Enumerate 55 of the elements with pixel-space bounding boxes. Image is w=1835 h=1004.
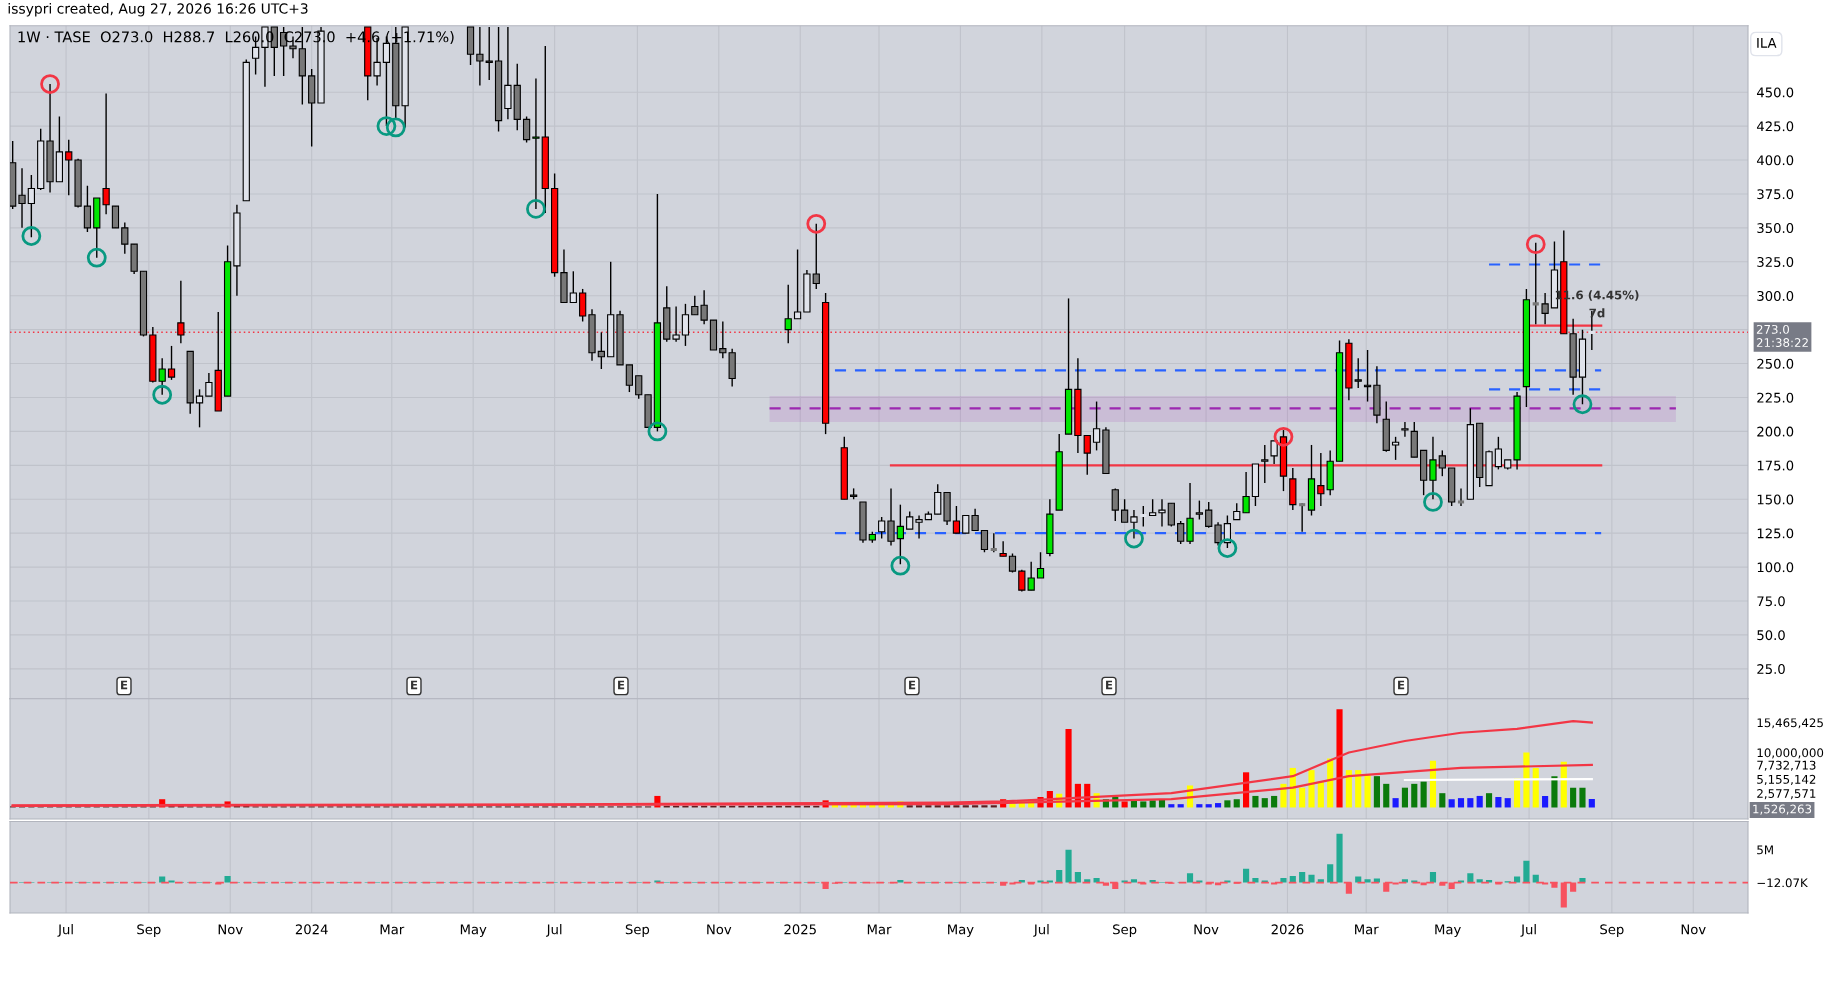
y-tick-label: 5M (1757, 845, 1773, 855)
x-tick-label: Jul (1033, 924, 1049, 937)
annotation: E (1106, 680, 1113, 690)
chart-subtitle: issypri created, Aug 27, 2026 16:26 UTC+3 (8, 3, 308, 17)
x-tick-label: Sep (625, 924, 650, 937)
text: 273.0 21:38:22 (1756, 324, 1808, 348)
x-tick-label: May (460, 924, 487, 937)
y-tick-label: 7,732,713 (1757, 760, 1816, 771)
y-tick-label: 150.0 (1757, 494, 1794, 505)
x-tick-label: 2025 (784, 924, 816, 935)
y-tick-label: 250.0 (1757, 358, 1794, 369)
y-tick-label: 175.0 (1757, 460, 1794, 471)
x-tick-label: Jul (57, 924, 73, 937)
x-tick-label: Nov (1194, 924, 1219, 935)
y-tick-label: 300.0 (1757, 290, 1794, 301)
y-tick-label: 125.0 (1757, 528, 1794, 539)
y-tick-label: 375.0 (1757, 189, 1794, 200)
text: ILA (1757, 38, 1777, 48)
x-tick-label: Jul (545, 924, 562, 937)
y-tick-label: 75.0 (1757, 596, 1785, 607)
y-tick-label: 200.0 (1757, 426, 1794, 437)
annotation: E (121, 680, 128, 690)
y-tick-label: 225.0 (1757, 392, 1794, 403)
y-tick-label: 10,000,000 (1757, 748, 1824, 759)
y-tick-label: 5,155,142 (1757, 774, 1816, 785)
x-tick-label: Mar (1355, 924, 1379, 935)
y-tick-label: 50.0 (1757, 630, 1785, 641)
x-tick-label: Nov (218, 924, 243, 935)
x-tick-label: May (1435, 924, 1461, 937)
x-tick-label: Sep (137, 924, 161, 937)
y-tick-label: −12.07K (1757, 878, 1809, 888)
y-tick-label: 15,465,425 (1757, 718, 1823, 729)
x-tick-label: May (948, 924, 974, 937)
y-tick-label: 25.0 (1757, 664, 1785, 675)
annotation: E (1398, 680, 1405, 690)
x-tick-label: Mar (380, 924, 405, 935)
y-tick-label: 450.0 (1756, 87, 1794, 98)
x-tick-label: 2026 (1271, 924, 1304, 935)
text: 1,526,263 (1753, 804, 1812, 815)
x-tick-label: Sep (1600, 924, 1624, 937)
annotation: E (909, 680, 916, 690)
annotation: E (618, 680, 625, 690)
x-tick-label: Mar (867, 924, 892, 935)
x-tick-label: 2024 (295, 924, 328, 935)
x-tick-label: Nov (707, 924, 732, 935)
y-tick-label: 2,577,571 (1757, 789, 1816, 800)
x-tick-label: Nov (1681, 924, 1706, 935)
annotation: E (411, 680, 418, 690)
y-tick-label: 100.0 (1757, 562, 1794, 573)
x-tick-label: Sep (1113, 924, 1137, 937)
x-tick-label: Jul (1520, 924, 1536, 937)
y-tick-label: 400.0 (1756, 155, 1794, 166)
y-tick-label: 350.0 (1757, 223, 1794, 234)
y-tick-label: 425.0 (1756, 121, 1794, 132)
y-tick-label: 325.0 (1757, 257, 1794, 267)
